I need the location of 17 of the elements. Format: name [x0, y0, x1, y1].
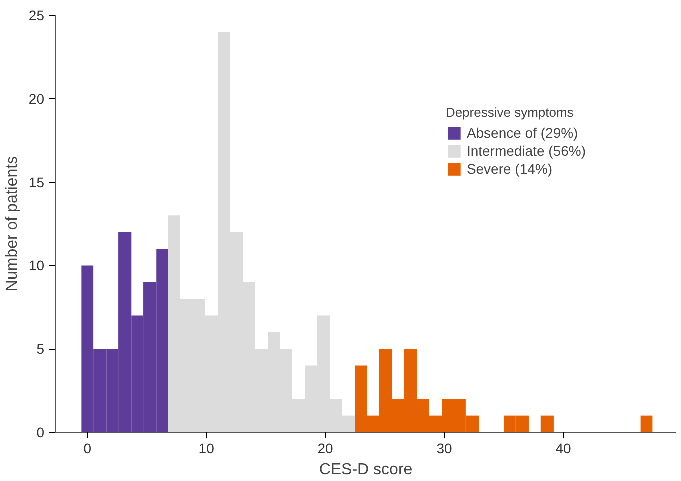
y-tick-label: 25: [28, 8, 45, 24]
y-tick-label: 0: [36, 424, 45, 440]
x-axis-title: CES-D score: [319, 462, 413, 478]
y-tick-label: 5: [36, 341, 45, 358]
y-tick-label: 10: [28, 258, 45, 274]
legend-label: Intermediate (56%): [466, 143, 586, 159]
y-axis-title: Number of patients: [4, 156, 21, 292]
y-tick-label: 15: [28, 174, 45, 190]
legend-label: Severe (14%): [466, 161, 553, 177]
x-tick-label: 20: [318, 440, 334, 456]
legend-label: Absence of (29%): [466, 125, 578, 141]
x-tick-label: 30: [436, 440, 453, 456]
x-tick-label: 40: [556, 440, 572, 456]
x-tick-label: 10: [198, 440, 215, 456]
y-tick-label: 20: [28, 90, 45, 107]
legend-title: Depressive symptoms: [446, 105, 575, 120]
x-tick-label: 0: [84, 440, 92, 456]
